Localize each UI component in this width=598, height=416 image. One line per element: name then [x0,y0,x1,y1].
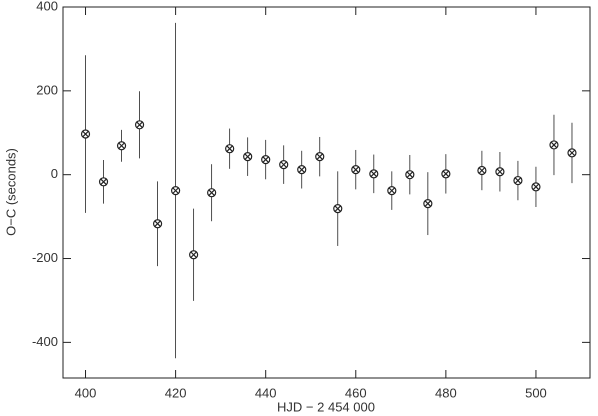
data-point [405,170,415,180]
data-point [549,140,559,150]
data-point [279,160,289,170]
data-point [531,182,541,192]
data-point [369,169,379,179]
data-point [351,165,361,175]
y-tick-label: -400 [32,334,58,349]
data-point [207,188,217,198]
x-tick-label: 500 [525,385,547,400]
data-point [567,148,577,158]
x-tick-label: 460 [345,385,367,400]
data-point [423,199,433,209]
data-point [387,186,397,196]
y-tick-label: -200 [32,250,58,265]
data-point [80,129,91,139]
data-point [315,152,325,162]
data-point [441,169,451,179]
x-tick-label: 420 [165,385,187,400]
y-tick-label: 200 [36,82,58,97]
data-point [116,141,127,151]
data-point [98,177,109,187]
x-axis-label: HJD − 2 454 000 [277,399,375,414]
data-point [152,219,163,229]
y-tick-label: 400 [36,0,58,13]
x-tick-label: 480 [435,385,457,400]
data-point [189,250,199,260]
data-point [225,144,235,154]
data-point [261,154,271,165]
data-point [495,167,505,177]
y-tick-label: 0 [51,166,58,181]
y-axis-label: O−C (seconds) [3,148,18,236]
data-point [297,165,307,175]
data-point [513,175,523,186]
data-point [134,120,145,130]
x-tick-label: 440 [255,385,277,400]
data-point [243,152,253,162]
x-tick-label: 400 [75,385,97,400]
data-point [333,204,343,214]
plot-frame [62,6,591,379]
data-point [477,165,487,176]
data-point [171,186,181,196]
